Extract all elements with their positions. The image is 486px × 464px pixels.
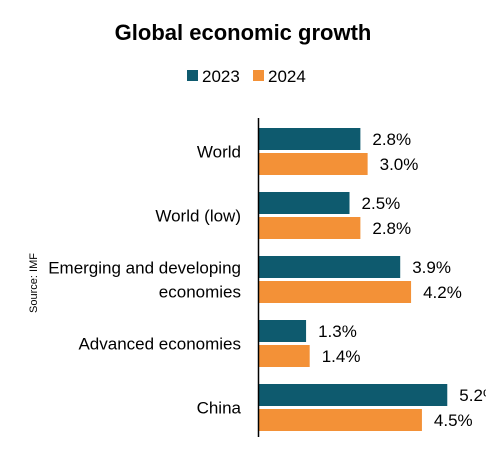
data-label-2023: 1.3% (318, 322, 357, 341)
category-labels: World World (low) Emerging and developing e… (48, 143, 241, 418)
category-label: China (197, 399, 242, 418)
bar-2024 (259, 153, 368, 175)
data-label-2024: 1.4% (322, 347, 361, 366)
data-label-2023: 2.5% (362, 194, 401, 213)
data-label-2024: 4.5% (434, 411, 473, 430)
bar-2023 (259, 320, 307, 342)
legend-label-2023: 2023 (202, 67, 240, 86)
bar-2023 (259, 384, 448, 406)
legend-label-2024: 2024 (268, 67, 306, 86)
bar-2024 (259, 217, 361, 239)
legend-swatch-2024 (253, 70, 264, 81)
data-label-2023: 2.8% (372, 130, 411, 149)
category-label: Advanced economies (78, 335, 241, 354)
source-note: Source: IMF (28, 253, 40, 313)
legend-swatch-2023 (187, 70, 198, 81)
data-label-2023: 3.9% (412, 258, 451, 277)
bar-2024 (259, 281, 412, 303)
chart-title: Global economic growth (115, 20, 372, 45)
category-label: Emerging and developing (48, 259, 241, 278)
data-label-2024: 3.0% (380, 155, 419, 174)
data-label-2024: 2.8% (372, 219, 411, 238)
data-label-2023: 5.2% (459, 386, 486, 405)
bar-2023 (259, 128, 361, 150)
category-label: World (low) (155, 207, 241, 226)
legend: 2023 2024 (187, 67, 306, 86)
category-label: economies (159, 283, 241, 302)
bar-2024 (259, 345, 310, 367)
bars-group (259, 128, 448, 431)
data-label-2024: 4.2% (423, 283, 462, 302)
value-labels: 2.8% 3.0% 2.5% 2.8% 3.9% 4.2% 1.3% 1.4% 5.2% 4.5% (318, 130, 486, 430)
bar-2023 (259, 256, 401, 278)
bar-2024 (259, 409, 422, 431)
category-label: World (197, 143, 241, 162)
bar-2023 (259, 192, 350, 214)
